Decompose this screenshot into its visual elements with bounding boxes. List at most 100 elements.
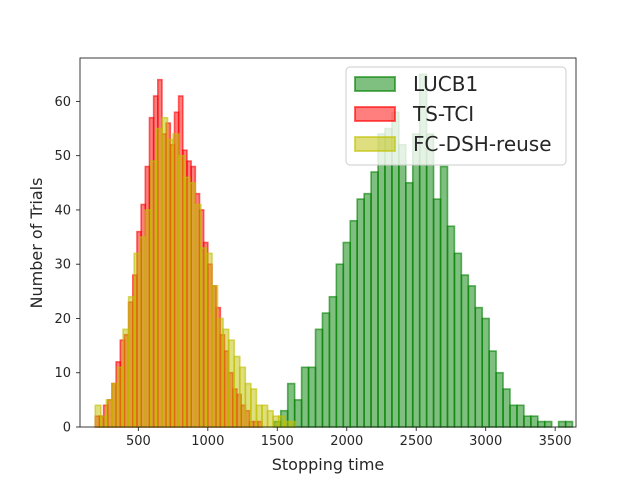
bar [105, 399, 113, 428]
legend-frame [345, 66, 567, 166]
bar [286, 382, 296, 428]
bar [177, 154, 185, 428]
x-tick-label: 2500 [400, 434, 433, 449]
y-tick-label: 30 [54, 258, 71, 273]
bar [183, 176, 191, 428]
bars-layer [94, 73, 574, 428]
bar [446, 225, 456, 428]
bar [481, 317, 490, 428]
bar [283, 420, 291, 428]
bar [509, 404, 518, 428]
bar [205, 252, 213, 428]
bar [222, 328, 230, 428]
bar [363, 192, 372, 428]
bar [100, 415, 108, 428]
bar [277, 415, 286, 428]
bar [557, 420, 567, 428]
bar [536, 420, 546, 428]
bar [453, 252, 463, 428]
x-tick-label: 1000 [191, 434, 224, 449]
bar [335, 263, 345, 428]
y-tick-label: 0 [63, 421, 71, 436]
bar [194, 203, 202, 428]
bar [138, 236, 147, 428]
bar [370, 171, 379, 428]
bar [523, 415, 532, 428]
x-tick-label: 3500 [539, 434, 572, 449]
y-tick-label: 60 [54, 95, 71, 110]
bar [161, 116, 169, 428]
bar [200, 247, 208, 428]
bar [111, 382, 119, 428]
bar [349, 219, 358, 428]
bar [404, 182, 414, 428]
bar [321, 312, 331, 428]
bar [328, 295, 338, 428]
bar [502, 388, 511, 428]
bar [166, 138, 174, 428]
x-tick-label: 1500 [261, 434, 294, 449]
bar [255, 404, 263, 428]
bar [150, 160, 158, 428]
bar [495, 371, 504, 428]
bar [133, 252, 141, 428]
plot-frame [79, 57, 577, 428]
bar [432, 198, 442, 428]
bar [439, 165, 449, 428]
x-tick-label: 3000 [469, 434, 502, 449]
bar [377, 133, 386, 428]
x-tick-label: 2000 [330, 434, 363, 449]
legend-label: LUCB1 [413, 72, 478, 96]
bar [127, 295, 135, 428]
bar [227, 339, 236, 428]
bar [238, 366, 247, 428]
bar [307, 366, 317, 428]
bar [266, 409, 274, 428]
y-tick-label: 10 [54, 366, 71, 381]
y-tick-label: 40 [54, 203, 71, 218]
bar [216, 317, 224, 428]
y-tick-label: 20 [54, 312, 71, 327]
series-0 [273, 73, 574, 428]
bar [122, 328, 130, 428]
bar [94, 404, 102, 428]
bar [314, 328, 324, 428]
y-tick-label: 50 [54, 149, 71, 164]
y-axis-title: Number of Trials [27, 178, 46, 309]
bar [144, 209, 152, 428]
legend-label: TS-TCI [412, 102, 474, 126]
x-tick-label: 500 [126, 434, 151, 449]
legend-swatch [354, 106, 396, 122]
bar [425, 133, 435, 428]
bar [356, 198, 365, 428]
bar [398, 144, 407, 428]
bar [288, 420, 297, 428]
bar [460, 274, 470, 428]
bar [233, 355, 241, 428]
bar [116, 366, 124, 428]
bar [244, 382, 252, 428]
bar [211, 285, 219, 428]
bar [516, 404, 525, 428]
bar [188, 182, 197, 428]
bar [411, 133, 421, 428]
legend: LUCB1 TS-TCI FC-DSH-reuse [345, 66, 567, 166]
bar [300, 366, 310, 428]
x-axis-title: Stopping time [272, 455, 385, 474]
axes-layer: 500 1000 1500 2000 2500 3000 3500 0 10 20 30 40 50 60 [54, 57, 577, 449]
bar [488, 350, 497, 428]
bar [384, 127, 393, 428]
bar [474, 306, 484, 428]
bar [467, 285, 477, 428]
bar [564, 420, 574, 428]
bar [172, 133, 180, 428]
legend-swatch [354, 76, 396, 92]
bar [155, 127, 163, 428]
legend-label: FC-DSH-reuse [413, 132, 552, 156]
bar [530, 415, 539, 428]
bar [342, 241, 352, 428]
bar [543, 420, 553, 428]
bar [261, 404, 269, 428]
series-2 [94, 116, 297, 428]
